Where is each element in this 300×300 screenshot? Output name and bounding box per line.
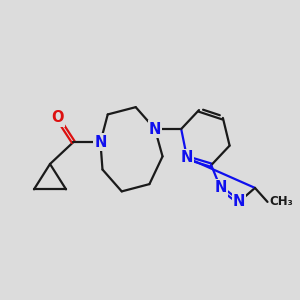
Text: N: N [214,180,227,195]
Text: N: N [149,122,161,136]
Text: N: N [233,194,245,209]
Text: O: O [51,110,64,125]
Text: N: N [181,150,193,165]
Text: CH₃: CH₃ [269,195,293,208]
Text: N: N [94,135,106,150]
